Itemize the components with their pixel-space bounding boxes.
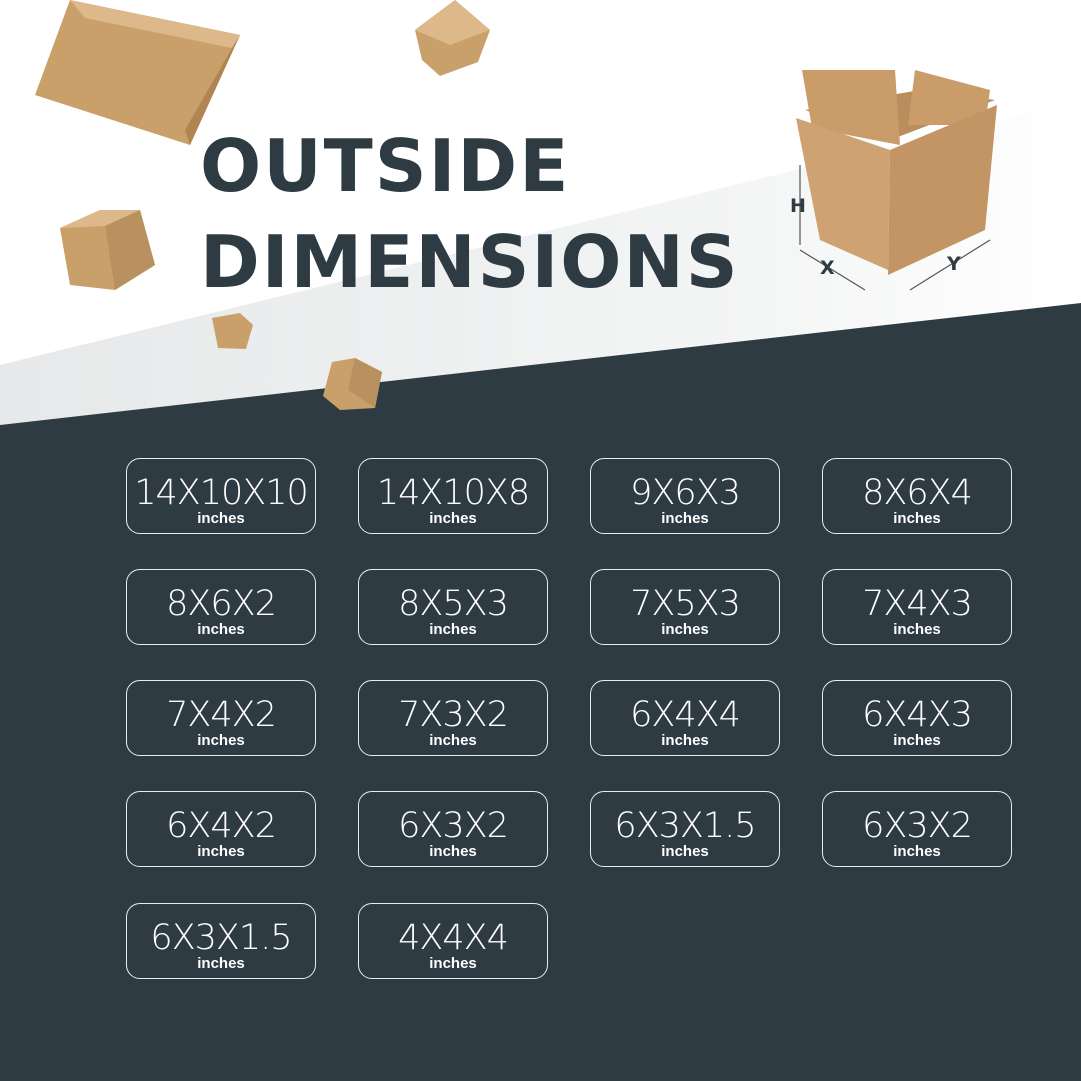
size-unit: inches: [893, 843, 941, 860]
size-value: 14X10X10: [134, 473, 309, 513]
size-value: 6X4X2: [166, 806, 277, 846]
size-unit: inches: [197, 955, 245, 972]
size-value: 9X6X3: [630, 473, 741, 513]
cube-icon: [212, 313, 253, 349]
size-tile: 8X6X2 inches: [126, 569, 316, 645]
size-unit: inches: [661, 843, 709, 860]
size-unit: inches: [893, 732, 941, 749]
size-tile: 6X3X1.5 inches: [126, 903, 316, 979]
size-unit: inches: [197, 621, 245, 638]
size-value: 6X3X1.5: [150, 918, 292, 958]
size-value: 6X4X4: [630, 695, 741, 735]
title-line-1: OUTSIDE: [200, 124, 571, 208]
size-tile: 7X4X3 inches: [822, 569, 1012, 645]
size-unit: inches: [893, 510, 941, 527]
cube-icon: [35, 0, 240, 145]
size-value: 8X5X3: [398, 584, 509, 624]
size-tile: 6X3X2 inches: [358, 791, 548, 867]
size-unit: inches: [429, 510, 477, 527]
size-unit: inches: [429, 955, 477, 972]
size-tile: 6X4X4 inches: [590, 680, 780, 756]
size-unit: inches: [197, 510, 245, 527]
size-unit: inches: [429, 843, 477, 860]
height-label: H: [790, 195, 806, 217]
size-tile: 4X4X4 inches: [358, 903, 548, 979]
size-tile: 8X6X4 inches: [822, 458, 1012, 534]
size-tile: 14X10X10 inches: [126, 458, 316, 534]
size-value: 6X3X1.5: [614, 806, 756, 846]
size-tile: 6X4X3 inches: [822, 680, 1012, 756]
size-tile: 6X3X1.5 inches: [590, 791, 780, 867]
cube-icon: [415, 0, 490, 76]
size-unit: inches: [429, 621, 477, 638]
y-label: Y: [946, 253, 961, 275]
size-unit: inches: [661, 732, 709, 749]
size-tile: 6X4X2 inches: [126, 791, 316, 867]
size-value: 8X6X4: [862, 473, 973, 513]
size-tile: 9X6X3 inches: [590, 458, 780, 534]
size-value: 6X3X2: [398, 806, 509, 846]
size-value: 4X4X4: [398, 918, 509, 958]
size-unit: inches: [661, 510, 709, 527]
page-title: OUTSIDE DIMENSIONS: [200, 118, 740, 310]
size-tile: 7X3X2 inches: [358, 680, 548, 756]
size-unit: inches: [429, 732, 477, 749]
title-line-2: DIMENSIONS: [200, 220, 740, 304]
size-value: 7X3X2: [398, 695, 509, 735]
size-unit: inches: [893, 621, 941, 638]
size-tile: 8X5X3 inches: [358, 569, 548, 645]
size-value: 8X6X2: [166, 584, 277, 624]
cube-icon: [323, 358, 382, 410]
cube-icon: [60, 210, 155, 290]
size-value: 7X4X2: [166, 695, 277, 735]
size-unit: inches: [197, 843, 245, 860]
size-value: 14X10X8: [376, 473, 530, 513]
size-tile: 7X5X3 inches: [590, 569, 780, 645]
size-tile: 6X3X2 inches: [822, 791, 1012, 867]
size-value: 7X4X3: [862, 584, 973, 624]
size-unit: inches: [661, 621, 709, 638]
size-tile: 7X4X2 inches: [126, 680, 316, 756]
size-value: 6X4X3: [862, 695, 973, 735]
box-dimensions-diagram: H X Y: [790, 70, 997, 291]
size-tile: 14X10X8 inches: [358, 458, 548, 534]
size-value: 7X5X3: [630, 584, 741, 624]
size-value: 6X3X2: [862, 806, 973, 846]
x-label: X: [820, 257, 835, 279]
size-unit: inches: [197, 732, 245, 749]
